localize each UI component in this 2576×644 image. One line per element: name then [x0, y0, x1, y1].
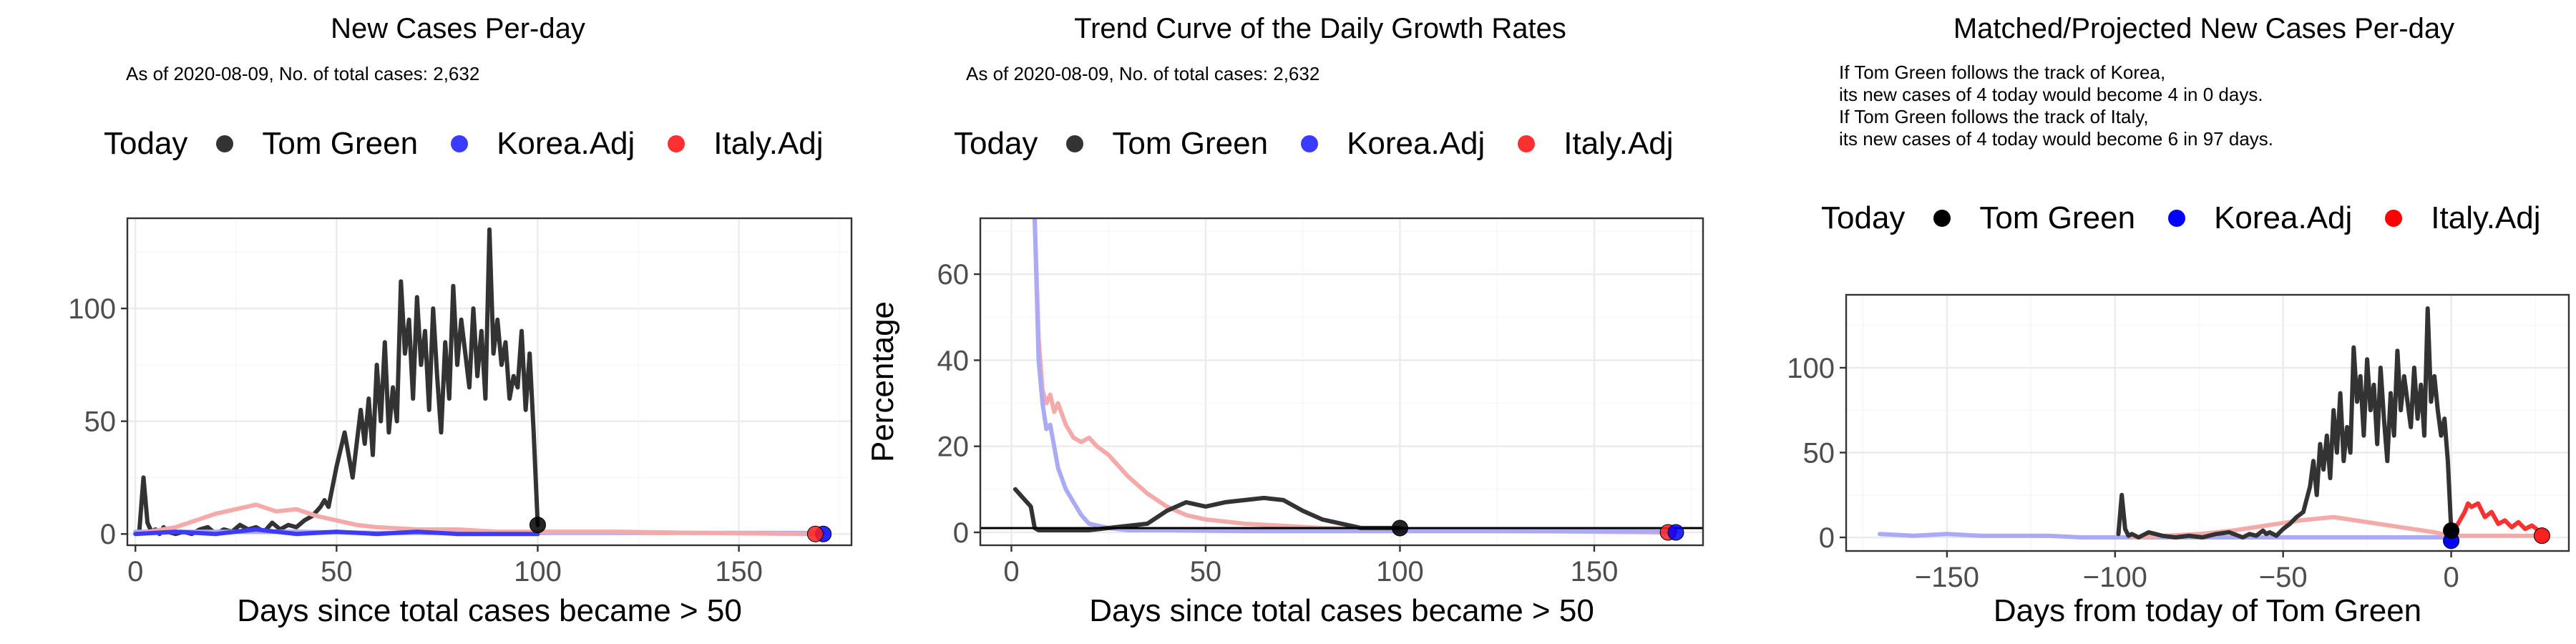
x-tick-label: 100: [1376, 556, 1424, 587]
series-line: [133, 527, 540, 537]
series-line: [2116, 306, 2454, 540]
legend-item-italy: Italy.Adj: [668, 126, 824, 162]
legend-label: Tom Green: [262, 126, 419, 161]
legend-dot: [451, 135, 469, 152]
legend-item-korea: Korea.Adj: [1301, 126, 1485, 162]
x-tick-label: 150: [715, 556, 763, 587]
y-tick-label: 100: [1787, 353, 1835, 384]
legend-dot: [1518, 135, 1536, 152]
panel-border: [126, 217, 853, 547]
chart-title: Matched/Projected New Cases Per-day: [1953, 13, 2455, 44]
legend-dot: [216, 135, 234, 152]
legend-label: Tom Green: [1979, 200, 2136, 235]
legend-dot: [1933, 210, 1951, 227]
today-marker: [1391, 519, 1408, 537]
series-group: [1013, 218, 1678, 535]
panel-growth-rates: Trend Curve of the Daily Growth Rates As…: [859, 0, 1717, 644]
legend-dot: [668, 135, 686, 152]
x-tick-label: 50: [321, 556, 353, 587]
plot-projected: −150 −100 −50 0 0 50 100 Days from today of Tom…: [1787, 293, 2570, 628]
legend: Today Tom Green Korea.Adj Italy.Adj: [954, 126, 1717, 162]
today-marker: [2533, 527, 2550, 545]
legend-item-italy: Italy.Adj: [2385, 200, 2541, 236]
legend-dot: [2168, 210, 2186, 227]
legend-label: Korea.Adj: [1347, 126, 1485, 161]
x-axis-label: Days since total cases became > 50: [1089, 593, 1594, 628]
series-line: [1878, 532, 2454, 540]
series-group: [133, 227, 826, 537]
y-tick-label: 40: [937, 345, 970, 376]
x-tick-label: 0: [127, 556, 143, 587]
x-tick-label: −150: [1915, 562, 1979, 593]
today-marker: [806, 525, 824, 542]
legend-title: Today: [1821, 200, 1906, 235]
y-tick-label: 20: [937, 431, 970, 463]
chart-subtitle: As of 2020-08-09, No. of total cases: 2,…: [126, 63, 480, 84]
legend-item-tom-green: Tom Green: [216, 126, 418, 162]
today-marker: [1667, 524, 1684, 541]
y-tick-label: 60: [937, 259, 970, 291]
x-tick-label: 0: [2443, 562, 2459, 593]
x-tick-label: −50: [2259, 562, 2308, 593]
x-axis-label: Days since total cases became > 50: [237, 593, 742, 628]
legend-dot: [1301, 135, 1319, 152]
chart-title: Trend Curve of the Daily Growth Rates: [1074, 13, 1566, 44]
y-tick-label: 50: [1803, 437, 1835, 469]
legend-item-korea: Korea.Adj: [451, 126, 635, 162]
legend-item-korea: Korea.Adj: [2168, 200, 2352, 236]
series-line: [2129, 514, 2545, 540]
legend-label: Italy.Adj: [2431, 200, 2541, 235]
chart-title: New Cases Per-day: [331, 13, 585, 44]
chart-subtitle: As of 2020-08-09, No. of total cases: 2,…: [966, 63, 1320, 84]
plot-growth-rates: 0 50 100 150 0 20 40 60 Days since total cases b…: [865, 217, 1704, 628]
panel-border: [979, 217, 1704, 547]
x-tick-label: 50: [1190, 556, 1222, 587]
plot-new-cases: 0 50 100 150 0 50 100 Days since total cases be…: [68, 217, 853, 628]
legend-dot: [1066, 135, 1084, 152]
today-marker: [529, 517, 546, 534]
series-group: [1878, 306, 2545, 540]
legend-label: Italy.Adj: [1563, 126, 1674, 161]
legend-title: Today: [104, 126, 188, 161]
x-tick-label: 100: [514, 556, 562, 587]
y-axis-label: Percentage: [865, 301, 900, 462]
panel-projected: Matched/Projected New Cases Per-day If T…: [1717, 0, 2576, 644]
legend-label: Italy.Adj: [713, 126, 824, 161]
today-marker: [2443, 522, 2460, 540]
x-tick-label: −100: [2083, 562, 2147, 593]
x-axis-label: Days from today of Tom Green: [1994, 593, 2421, 628]
series-line: [1033, 218, 1671, 535]
series-line: [1033, 218, 1678, 534]
panel-border: [1845, 293, 2570, 552]
legend-title: Today: [954, 126, 1038, 161]
legend-dot: [2385, 210, 2403, 227]
chart-subtitle: If Tom Green follows the track of Korea,…: [1839, 62, 2274, 150]
series-line: [2449, 501, 2545, 533]
legend: Today Tom Green Korea.Adj Italy.Adj: [1821, 200, 2576, 236]
panel-new-cases: New Cases Per-day As of 2020-08-09, No. …: [0, 0, 859, 644]
y-tick-label: 0: [953, 517, 969, 549]
x-tick-label: 150: [1571, 556, 1619, 587]
legend-label: Korea.Adj: [497, 126, 635, 161]
series-line: [137, 227, 540, 537]
legend-label: Korea.Adj: [2214, 200, 2353, 235]
legend-item-tom-green: Tom Green: [1933, 200, 2135, 236]
y-tick-label: 0: [100, 519, 116, 550]
legend: Today Tom Green Korea.Adj Italy.Adj: [104, 126, 859, 162]
legend-label: Tom Green: [1112, 126, 1269, 161]
legend-item-italy: Italy.Adj: [1518, 126, 1674, 162]
y-tick-label: 100: [68, 293, 116, 325]
series-line: [1013, 487, 1402, 532]
legend-item-tom-green: Tom Green: [1066, 126, 1268, 162]
y-tick-label: 50: [84, 406, 117, 438]
x-tick-label: 0: [1003, 556, 1019, 587]
y-tick-label: 0: [1819, 522, 1835, 554]
